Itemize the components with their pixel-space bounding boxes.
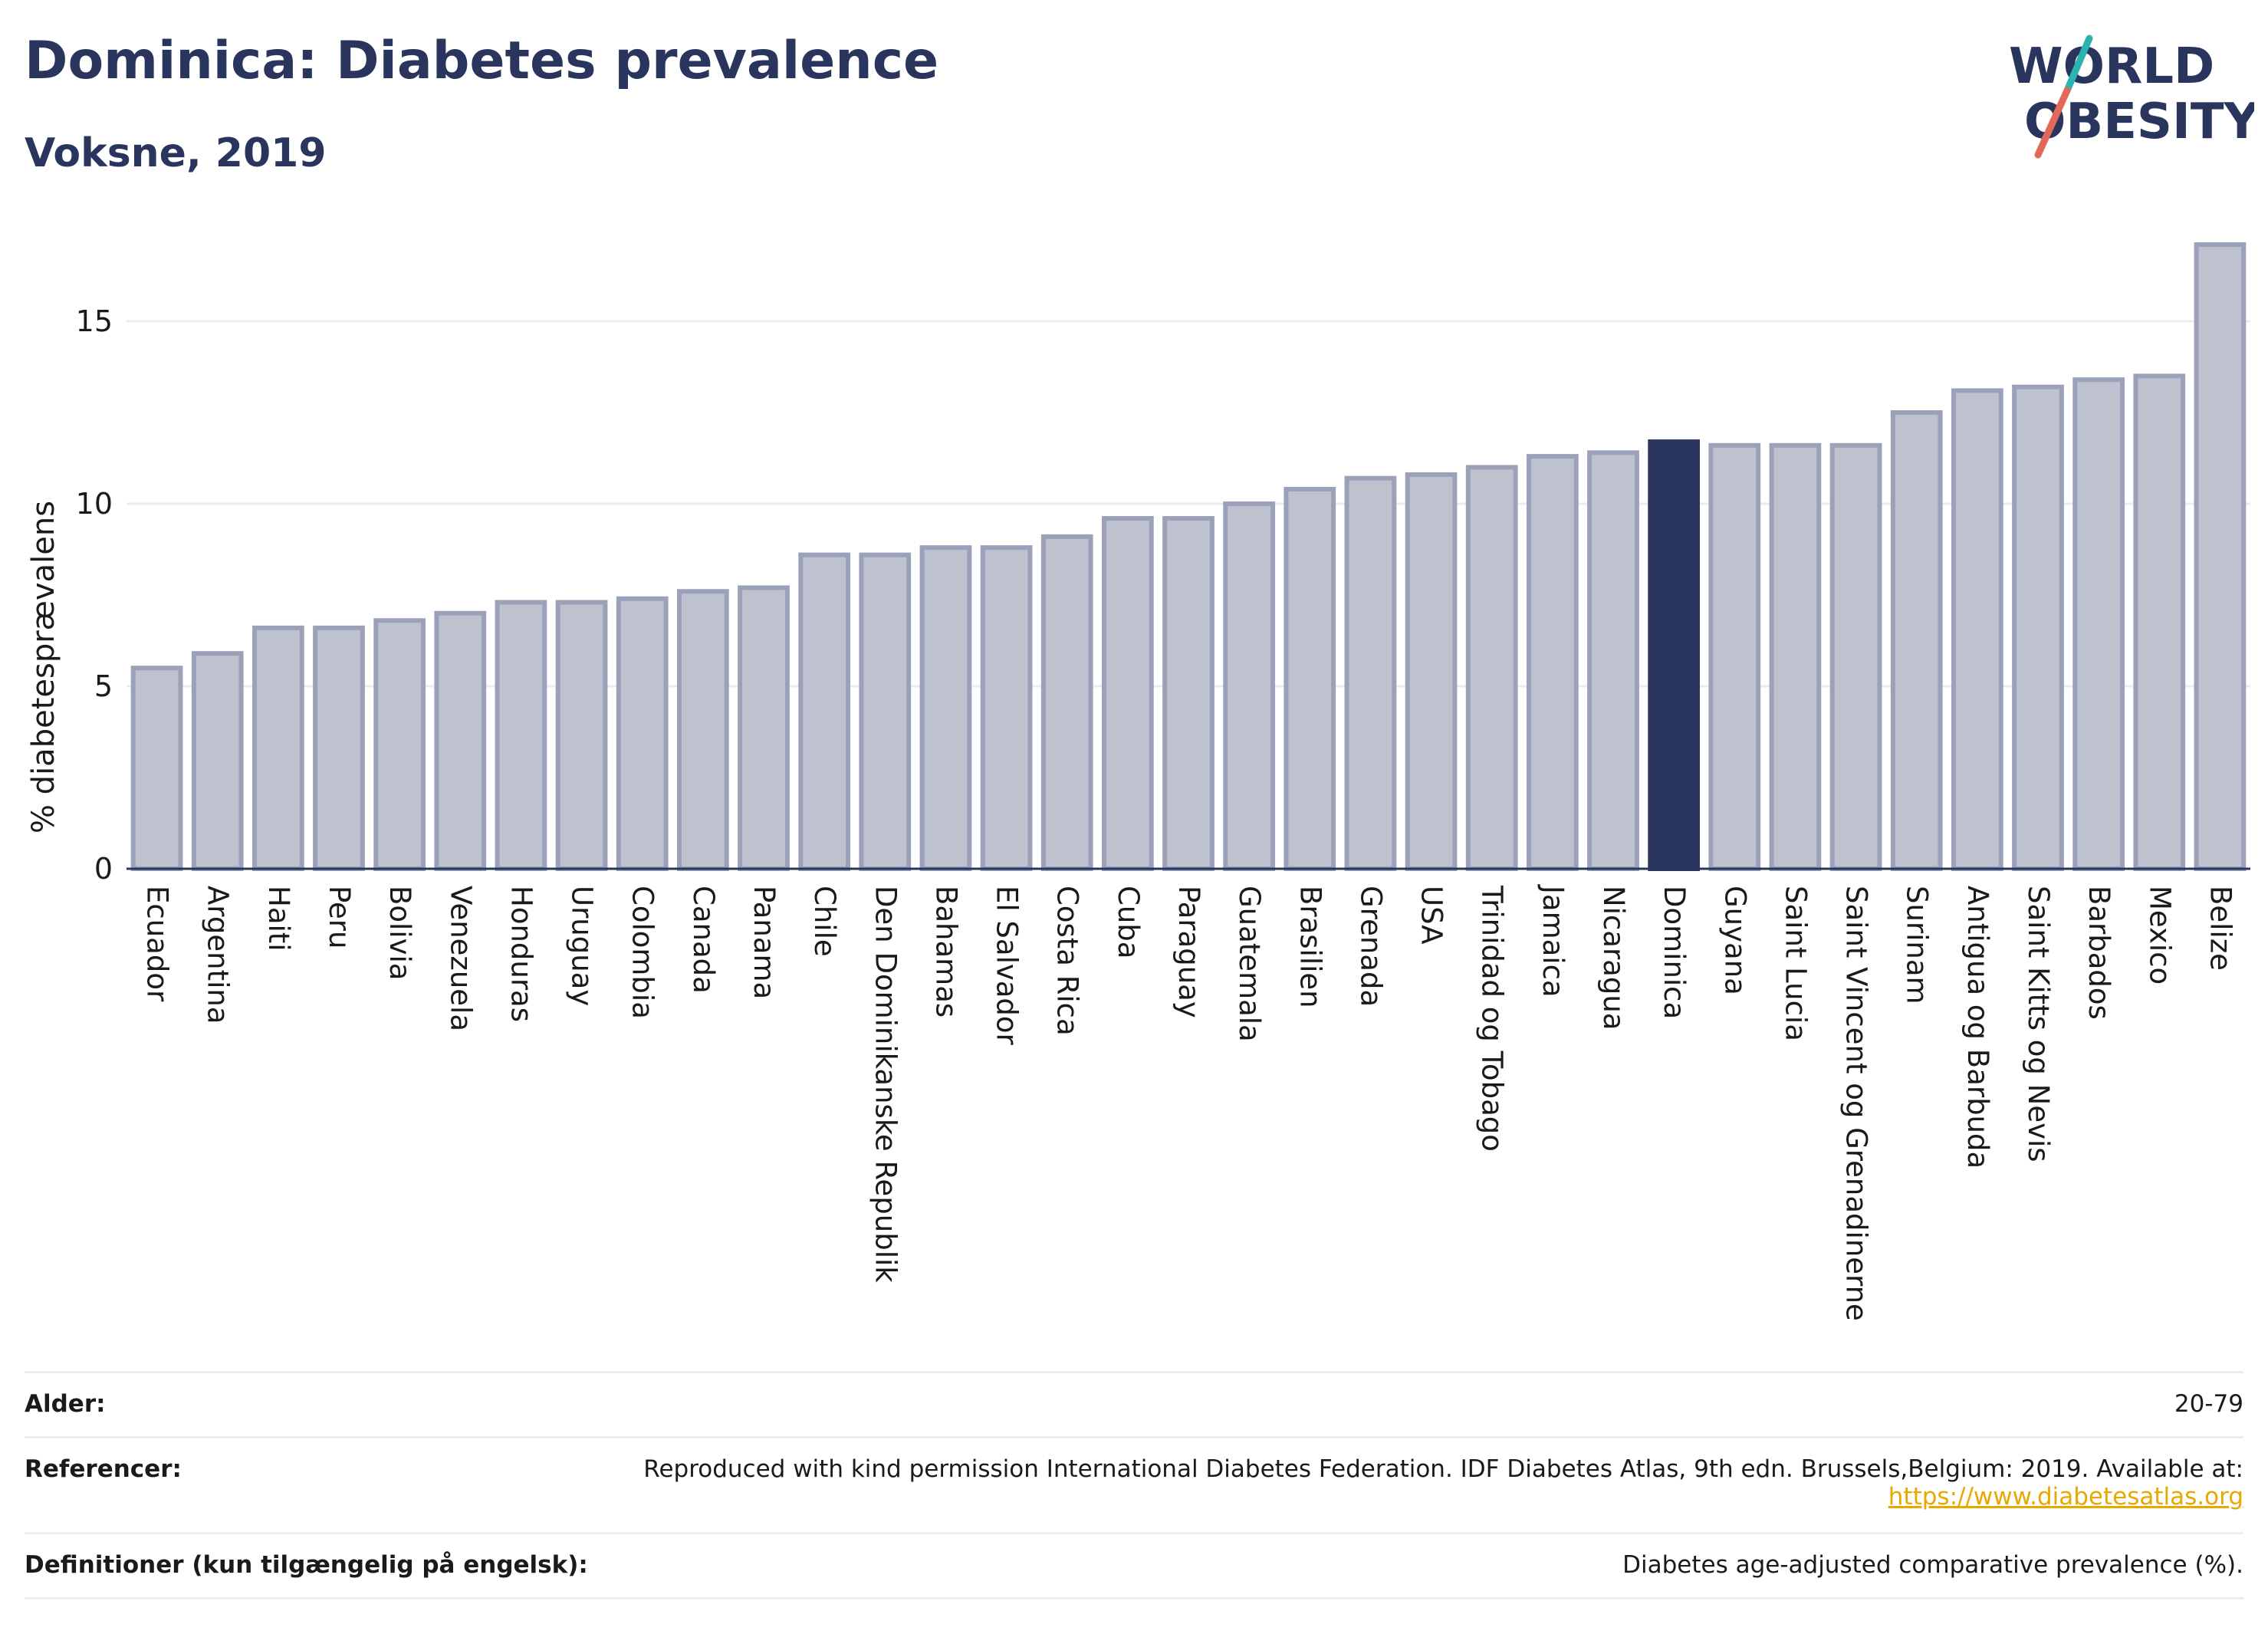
bar-dominica [1648, 439, 1701, 871]
y-axis-label: % diabetesprævalens [26, 501, 61, 833]
x-tick-label: El Salvador [991, 886, 1024, 1046]
x-tick-label: Honduras [505, 886, 537, 1022]
x-tick-label: Panama [748, 886, 781, 999]
x-tick-label: Peru [323, 886, 356, 949]
x-tick-labels: Ecuador Argentina Haiti Peru Bolivia Venezuel… [141, 884, 2237, 1321]
age-value: 20-79 [2174, 1390, 2243, 1418]
bar-argentina [191, 651, 244, 871]
age-label: Alder: [25, 1390, 106, 1418]
page-subtitle: Voksne, 2019 [25, 130, 327, 176]
world-obesity-logo: WORLD OBESITY [2009, 35, 2254, 159]
x-tick-label: Belize [2204, 886, 2237, 971]
bar-haiti [251, 625, 304, 872]
x-tick-label: USA [1415, 886, 1448, 945]
bar-colombia [616, 596, 669, 871]
definitions-value: Diabetes age-adjusted comparative preval… [1622, 1551, 2243, 1579]
footer-row-references: Referencer: Reproduced with kind permiss… [25, 1436, 2243, 1532]
bar-chart: 0 5 10 15 Ecuador Argentina Haiti Peru Bolivia V… [26, 242, 2250, 1321]
page-title: Dominica: Diabetes prevalence [25, 31, 939, 91]
bar-antigua-og-barbuda [1951, 388, 2003, 871]
bar-el-salvador [980, 545, 1033, 871]
x-tick-label: Argentina [202, 886, 235, 1024]
footer-row-definitions: Definitioner (kun tilgængelig på engelsk… [25, 1532, 2243, 1599]
x-tick-label: Ecuador [141, 886, 174, 1002]
x-tick-label: Saint Lucia [1779, 886, 1812, 1041]
bar-belize [2194, 242, 2247, 872]
x-tick-label: Chile [808, 886, 841, 957]
references-value: Reproduced with kind permission Internat… [643, 1438, 2243, 1511]
bar-grenada [1344, 475, 1397, 871]
definitions-label: Definitioner (kun tilgængelig på engelsk… [25, 1551, 588, 1579]
x-tick-label: Nicaragua [1597, 886, 1630, 1030]
x-tick-label: Bolivia [383, 886, 416, 980]
x-tick-label: Mexico [2143, 886, 2176, 985]
bar-nicaragua [1587, 450, 1639, 871]
bar-guyana [1708, 442, 1761, 871]
bar-brasilien [1284, 486, 1336, 872]
references-label: Referencer: [25, 1455, 182, 1483]
x-tick-label: Cuba [1112, 886, 1145, 958]
x-tick-label: Colombia [626, 886, 659, 1019]
bar-saint-kitts-og-nevis [2012, 384, 2064, 871]
x-tick-label: Haiti [262, 886, 295, 952]
bar-paraguay [1162, 516, 1215, 871]
y-tick-label: 0 [94, 852, 113, 886]
bars [130, 242, 2247, 872]
x-tick-label: Surinam [1901, 886, 1934, 1004]
bar-panama [738, 585, 790, 871]
bar-den-dominikanske-republik [859, 552, 912, 871]
y-tick-label: 10 [76, 487, 113, 521]
x-tick-label: Guatemala [1233, 886, 1266, 1042]
y-tick-label: 5 [94, 669, 113, 703]
bar-honduras [495, 600, 547, 872]
x-tick-label: Dominica [1658, 886, 1691, 1019]
x-tick-label: Paraguay [1172, 886, 1205, 1018]
references-text: Reproduced with kind permission Internat… [643, 1455, 2243, 1483]
x-tick-label: Brasilien [1293, 886, 1326, 1008]
bar-bolivia [373, 618, 426, 871]
bar-trinidad-og-tobago [1465, 465, 1518, 871]
bar-bahamas [919, 545, 972, 871]
bar-mexico [2133, 373, 2186, 871]
bar-usa [1405, 472, 1458, 871]
x-tick-label: Antigua og Barbuda [1961, 886, 1994, 1169]
x-tick-label: Venezuela [444, 886, 477, 1031]
x-tick-label: Costa Rica [1051, 886, 1084, 1036]
bar-guatemala [1223, 501, 1276, 871]
bar-cuba [1101, 516, 1154, 871]
x-tick-label: Saint Kitts og Nevis [2022, 886, 2055, 1162]
bar-chile [798, 552, 851, 871]
x-tick-label: Canada [687, 886, 720, 994]
bar-ecuador [130, 666, 183, 871]
bar-jamaica [1526, 454, 1579, 871]
x-tick-label: Bahamas [929, 886, 962, 1018]
x-tick-label: Barbados [2082, 886, 2115, 1020]
axes: 0 5 10 15 [76, 304, 2250, 886]
references-link[interactable]: https://www.diabetesatlas.org [1888, 1483, 2243, 1511]
x-tick-label: Uruguay [566, 886, 599, 1006]
bar-peru [313, 625, 365, 872]
x-tick-label: Jamaica [1537, 884, 1570, 998]
y-tick-label: 15 [76, 304, 113, 338]
x-tick-label: Grenada [1354, 886, 1387, 1007]
bar-saint-vincent-og-grenadinerne [1829, 442, 1882, 871]
x-tick-label: Trinidad og Tobago [1476, 885, 1509, 1152]
bar-venezuela [434, 610, 487, 871]
svg-text:WORLD: WORLD [2009, 38, 2214, 95]
bar-costa-rica [1040, 534, 1093, 872]
x-tick-label: Guyana [1718, 886, 1751, 995]
x-tick-label: Saint Vincent og Grenadinerne [1840, 886, 1873, 1321]
bar-canada [676, 589, 729, 871]
footer-table: Alder: 20-79 Referencer: Reproduced with… [25, 1371, 2243, 1599]
x-tick-label: Den Dominikanske Republik [869, 886, 902, 1283]
bar-surinam [1890, 410, 1943, 871]
footer-row-age: Alder: 20-79 [25, 1371, 2243, 1436]
bar-uruguay [555, 600, 608, 872]
bar-barbados [2072, 377, 2125, 872]
bar-saint-lucia [1769, 442, 1822, 871]
